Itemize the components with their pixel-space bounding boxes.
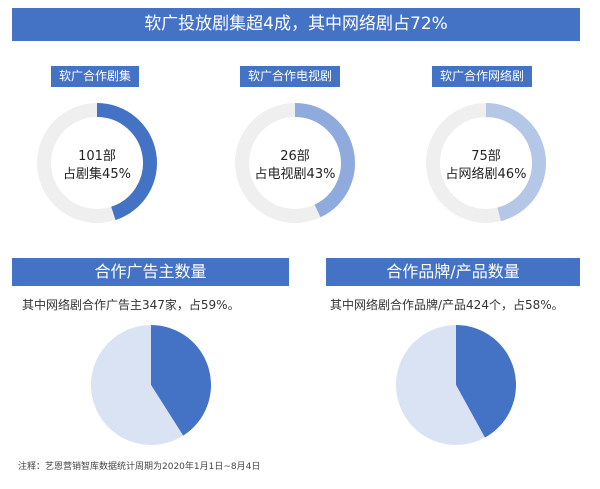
section-note-advertisers: 其中网络剧合作广告主347家，占59%。 [22, 298, 240, 312]
donut-share: 占电视剧43% [254, 167, 336, 182]
donut-chart-web [426, 103, 546, 223]
donut-count: 75部 [471, 149, 501, 164]
pie-slice-highlight [456, 325, 516, 438]
donut-chart-tv [235, 103, 355, 223]
donut-tag-tv: 软广合作电视剧 [240, 66, 341, 87]
donut-count: 101部 [78, 149, 116, 164]
donut-tag-web: 软广合作网络剧 [432, 66, 533, 87]
donut-value-arc [96, 103, 157, 221]
donut-label-tv: 26部 占电视剧43% [230, 148, 360, 184]
donut-value-arc [294, 103, 355, 218]
donut-label-web: 75部 占网络剧46% [421, 148, 551, 184]
pie-chart-brands [396, 325, 516, 445]
donut-chart-series [37, 103, 157, 223]
pie-slice-highlight [151, 325, 212, 436]
donut-count: 26部 [280, 149, 310, 164]
donut-share: 占网络剧46% [445, 167, 527, 182]
page-title: 软广投放剧集超4成，其中网络剧占72% [12, 8, 580, 41]
donut-value-arc [485, 103, 546, 222]
footnote: 注释：艺恩营销智库数据统计周期为2020年1月1日~8月4日 [18, 462, 261, 472]
pie-slice-rest [91, 325, 184, 445]
pie-slice-rest [396, 325, 485, 445]
donut-label-series: 101部 占剧集45% [32, 148, 162, 184]
pie-chart-advertisers [91, 325, 212, 445]
donut-share: 占剧集45% [63, 167, 131, 182]
section-heading-advertisers: 合作广告主数量 [12, 258, 289, 286]
section-note-brands: 其中网络剧合作品牌/产品424个，占58%。 [330, 298, 564, 312]
section-heading-brands: 合作品牌/产品数量 [326, 258, 580, 286]
donut-tag-series: 软广合作剧集 [51, 66, 140, 87]
